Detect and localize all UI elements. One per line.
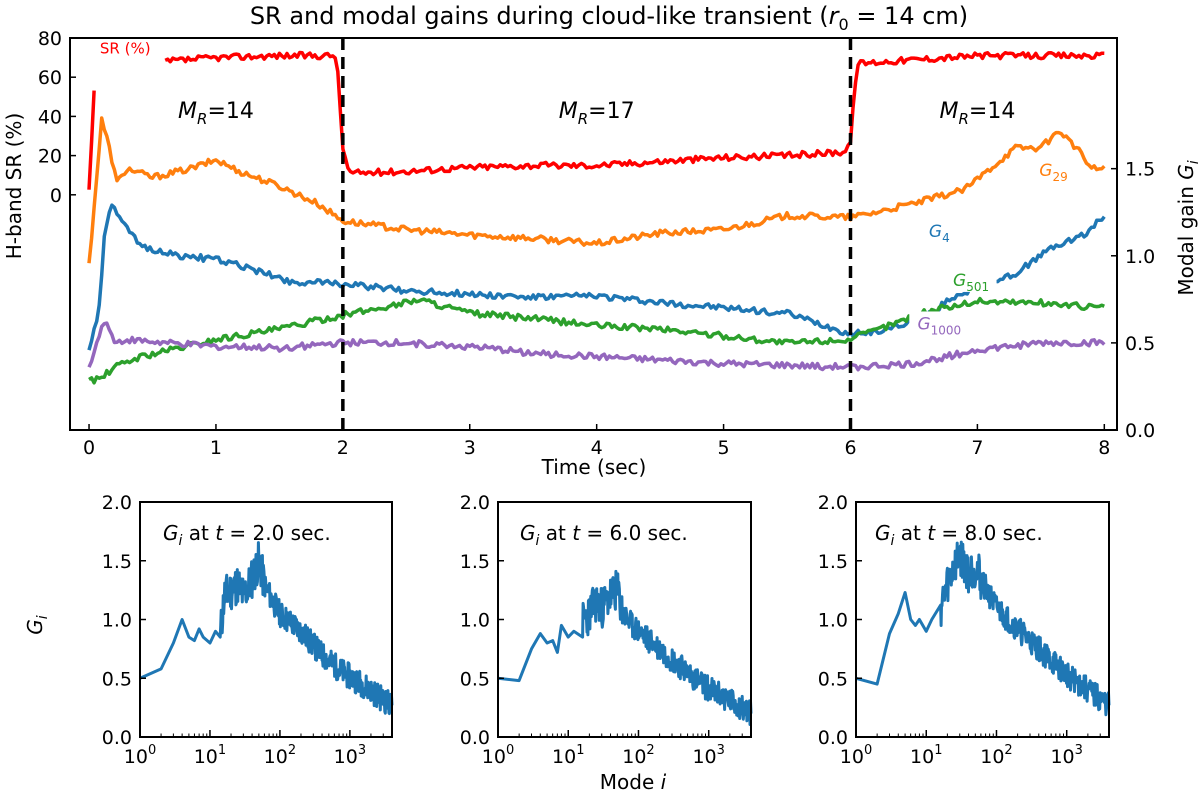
subplot-title: Gi at t = 8.0 sec. xyxy=(875,521,1043,549)
series-label-sr: SR (%) xyxy=(100,40,151,58)
sub-y-tick-label: 1.5 xyxy=(102,551,132,573)
left-y-tick-label: 40 xyxy=(38,106,62,128)
series-label-g29: G29 xyxy=(1039,161,1067,184)
sub-x-tick-label: 100 xyxy=(124,743,156,768)
sub-y-tick-label: 0.5 xyxy=(818,668,848,690)
sub-x-tick-label: 101 xyxy=(194,743,226,768)
subplot-gains-t2: Gi at t = 2.0 sec. Gi 2.0 1.5 1.0 0.5 0.0100… xyxy=(23,492,394,768)
region-labels: MR=14 MR=17 MR=14 xyxy=(178,99,1015,128)
x-tick-label: 2 xyxy=(337,437,349,459)
sub-y-tick-label: 2.0 xyxy=(818,492,848,514)
main-left-y-axis-label: H-band SR (%) xyxy=(2,113,26,260)
sub-y-tick-label: 1.0 xyxy=(460,610,490,632)
series-line-g29 xyxy=(87,116,1106,264)
series-label-g501: G501 xyxy=(953,271,989,294)
left-y-tick-label: 60 xyxy=(38,67,62,89)
sub-y-tick-label: 1.5 xyxy=(818,551,848,573)
x-tick-label: 3 xyxy=(464,437,476,459)
main-chart: SR and modal gains during cloud-like tra… xyxy=(2,2,1200,479)
sub-x-tick-label: 100 xyxy=(482,743,514,768)
sub-y-tick-label: 0.5 xyxy=(102,668,132,690)
region-label: MR=14 xyxy=(178,99,254,128)
series-line-sr xyxy=(87,50,1105,190)
left-y-tick-label: 0 xyxy=(50,185,62,207)
series-label-backing xyxy=(1032,158,1075,183)
series-label-backing xyxy=(909,311,970,336)
main-x-ticks: 0 1 2 3 4 5 6 7 8 xyxy=(83,424,1110,459)
sub-x-tick-label: 102 xyxy=(980,743,1012,768)
series-label-backing xyxy=(922,219,956,244)
sub-y-tick-label: 0.0 xyxy=(460,727,490,749)
x-tick-label: 0 xyxy=(83,437,95,459)
subplot-title: Gi at t = 6.0 sec. xyxy=(520,521,688,549)
sub-y-tick-label: 1.5 xyxy=(460,551,490,573)
main-title: SR and modal gains during cloud-like tra… xyxy=(250,2,968,34)
series-label-g4: G4 xyxy=(929,222,950,245)
series-labels: SR (%) G29 G4 G501 G1000 xyxy=(100,40,1075,337)
sub-y-tick-label: 1.0 xyxy=(102,610,132,632)
subplot-title: Gi at t = 2.0 sec. xyxy=(163,521,331,549)
sub-x-tick-label: 102 xyxy=(622,743,654,768)
sub-y-tick-label: 0.0 xyxy=(102,727,132,749)
sub-y-tick-label: 0.5 xyxy=(460,668,490,690)
sub-x-tick-label: 103 xyxy=(1050,743,1082,768)
x-tick-label: 4 xyxy=(591,437,603,459)
mode-switch-lines xyxy=(341,38,853,430)
sub-x-tick-label: 103 xyxy=(334,743,366,768)
main-x-axis-label: Time (sec) xyxy=(541,455,647,479)
sub-y-tick-label: 2.0 xyxy=(460,492,490,514)
sub-x-tick-label: 101 xyxy=(910,743,942,768)
main-right-y-ticks: 1.5 1.0 0.5 0.0 xyxy=(1111,159,1155,442)
sub-y-tick-label: 1.0 xyxy=(818,610,848,632)
series-label-g1000: G1000 xyxy=(917,314,961,337)
right-y-tick-label: 1.0 xyxy=(1125,246,1155,268)
x-tick-label: 1 xyxy=(210,437,222,459)
left-y-tick-label: 20 xyxy=(38,146,62,168)
main-plot-frame xyxy=(69,37,1118,431)
sub-y-tick-label: 2.0 xyxy=(102,492,132,514)
sub-x-tick-label: 102 xyxy=(264,743,296,768)
series-line-g1000 xyxy=(87,321,1106,372)
x-tick-label: 8 xyxy=(1098,437,1110,459)
gain-curve xyxy=(855,540,1111,717)
region-label: MR=14 xyxy=(939,99,1015,128)
subplot-gains-t6: Gi at t = 6.0 sec. Mode i 2.0 1.5 1.0 0.5 0.… xyxy=(460,492,753,794)
gain-curve xyxy=(497,569,753,726)
x-tick-label: 7 xyxy=(971,437,983,459)
sub-x-tick-label: 103 xyxy=(692,743,724,768)
x-tick-label: 5 xyxy=(718,437,730,459)
main-right-y-axis-label: Modal gain Gi xyxy=(1174,160,1200,295)
right-y-tick-label: 1.5 xyxy=(1125,159,1155,181)
x-tick-label: 6 xyxy=(844,437,856,459)
sub-y-tick-label: 0.0 xyxy=(818,727,848,749)
subplot-x-axis-label: Mode i xyxy=(600,770,667,794)
region-label: MR=17 xyxy=(559,99,635,128)
left-y-tick-label: 80 xyxy=(38,28,62,50)
subplot-y-axis-label: Gi xyxy=(23,615,51,635)
gain-curve xyxy=(139,541,394,716)
right-y-tick-label: 0.5 xyxy=(1125,333,1155,355)
series-line-g501 xyxy=(88,296,1105,385)
right-y-tick-label: 0.0 xyxy=(1125,420,1155,442)
sub-x-tick-label: 101 xyxy=(552,743,584,768)
sub-x-tick-label: 100 xyxy=(840,743,872,768)
series-label-backing xyxy=(945,267,997,292)
main-left-y-ticks: 80 60 40 20 0 xyxy=(38,28,76,207)
